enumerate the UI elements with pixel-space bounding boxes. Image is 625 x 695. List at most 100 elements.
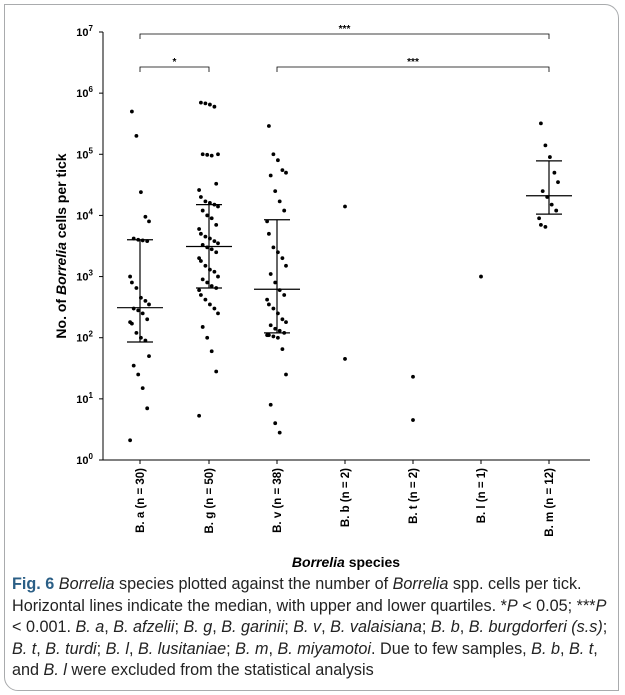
data-point bbox=[200, 152, 205, 157]
data-point bbox=[212, 239, 217, 244]
data-point bbox=[539, 121, 543, 126]
caption-segment: B. burgdorferi (s.s) bbox=[468, 618, 603, 637]
data-point bbox=[268, 402, 273, 407]
y-axis-label-part: cells per tick bbox=[53, 153, 69, 242]
caption-segment: B. turdi bbox=[45, 639, 97, 658]
y-tick-base: 10 bbox=[76, 27, 88, 39]
caption-segment: P bbox=[595, 596, 607, 615]
y-tick-base: 10 bbox=[76, 455, 88, 467]
data-point bbox=[143, 338, 148, 343]
data-point bbox=[271, 334, 276, 339]
caption-segment: B. a bbox=[75, 618, 105, 637]
data-point bbox=[216, 204, 220, 209]
data-point bbox=[130, 109, 134, 114]
figure-label: Fig. 6 bbox=[12, 575, 55, 593]
data-point bbox=[537, 216, 541, 221]
data-point bbox=[267, 124, 271, 128]
data-point bbox=[280, 168, 285, 173]
data-point bbox=[273, 421, 278, 426]
significance-bracket bbox=[139, 33, 550, 39]
significance-label: *** bbox=[339, 24, 351, 35]
data-point bbox=[277, 328, 282, 333]
data-point bbox=[554, 208, 559, 213]
data-point bbox=[267, 302, 271, 307]
data-point bbox=[209, 284, 214, 288]
data-point bbox=[284, 263, 288, 268]
data-point bbox=[197, 413, 202, 418]
data-point bbox=[145, 239, 150, 244]
data-point bbox=[479, 274, 483, 279]
caption-segment: , bbox=[128, 639, 138, 658]
data-point bbox=[131, 363, 136, 368]
caption-segment: ; bbox=[284, 618, 294, 637]
data-point bbox=[143, 299, 148, 303]
data-point bbox=[276, 335, 280, 340]
caption-segment: . Due to few samples, bbox=[371, 639, 532, 658]
significance-label: * bbox=[173, 57, 177, 68]
data-point bbox=[203, 101, 208, 106]
caption-segment: B. miyamotoi bbox=[277, 639, 372, 658]
data-point bbox=[216, 274, 220, 279]
data-point bbox=[208, 102, 212, 107]
data-point bbox=[197, 256, 202, 261]
data-point bbox=[197, 188, 202, 192]
x-category-label: B. l (n = 1) bbox=[476, 468, 488, 523]
data-point bbox=[282, 330, 287, 335]
y-tick-label: 107 bbox=[76, 24, 93, 39]
caption-segment: B. t bbox=[12, 639, 37, 658]
caption-segment: Borrelia bbox=[392, 575, 449, 593]
y-tick-exponent: 1 bbox=[89, 391, 94, 400]
y-axis-label: No. of Borrelia cells per tick bbox=[53, 153, 69, 338]
caption-text: Borrelia species plotted against the num… bbox=[12, 575, 607, 679]
caption-segment: , bbox=[212, 618, 222, 637]
data-point bbox=[209, 349, 214, 354]
data-point bbox=[136, 237, 141, 242]
data-point bbox=[273, 326, 278, 331]
caption-segment: B. l bbox=[105, 639, 129, 658]
data-point bbox=[282, 293, 287, 297]
data-point bbox=[411, 374, 415, 379]
data-point bbox=[284, 372, 288, 377]
caption-segment: B. valaisiana bbox=[330, 618, 422, 637]
data-point bbox=[199, 259, 203, 263]
data-point bbox=[216, 311, 220, 316]
data-point bbox=[552, 170, 557, 175]
y-tick-label: 106 bbox=[76, 85, 93, 100]
data-point bbox=[214, 250, 219, 255]
data-point bbox=[209, 153, 214, 158]
y-tick-label: 103 bbox=[76, 269, 93, 284]
x-category-label: B. a (n = 30) bbox=[135, 468, 147, 533]
data-point bbox=[136, 372, 141, 377]
data-point bbox=[284, 320, 288, 325]
data-point bbox=[200, 242, 205, 247]
y-tick-exponent: 4 bbox=[89, 207, 94, 216]
caption-segment: , bbox=[268, 639, 278, 658]
data-point bbox=[200, 208, 205, 213]
data-point bbox=[271, 306, 276, 311]
data-point bbox=[268, 272, 273, 276]
data-point bbox=[280, 317, 285, 322]
data-point bbox=[212, 306, 217, 311]
caption-segment: B. garinii bbox=[221, 618, 285, 637]
data-point bbox=[276, 250, 280, 255]
data-point bbox=[343, 357, 347, 361]
caption-segment: , bbox=[459, 618, 469, 637]
data-point bbox=[197, 288, 202, 293]
y-tick-exponent: 5 bbox=[89, 146, 94, 155]
data-point bbox=[145, 406, 150, 411]
data-point bbox=[268, 173, 273, 178]
figure-caption: Fig. 6 Borrelia species plotted against … bbox=[12, 574, 612, 682]
data-point bbox=[267, 333, 271, 338]
x-category-label: B. g (n = 50) bbox=[204, 468, 216, 534]
data-point bbox=[271, 245, 276, 250]
data-point bbox=[130, 321, 134, 326]
data-point bbox=[280, 256, 285, 261]
significance-bracket bbox=[276, 66, 550, 72]
data-point bbox=[145, 317, 150, 322]
data-point bbox=[280, 347, 285, 352]
data-point bbox=[265, 219, 269, 224]
y-tick-base: 10 bbox=[76, 88, 88, 100]
data-point bbox=[208, 201, 212, 205]
data-point bbox=[214, 286, 219, 290]
data-point bbox=[140, 311, 145, 316]
